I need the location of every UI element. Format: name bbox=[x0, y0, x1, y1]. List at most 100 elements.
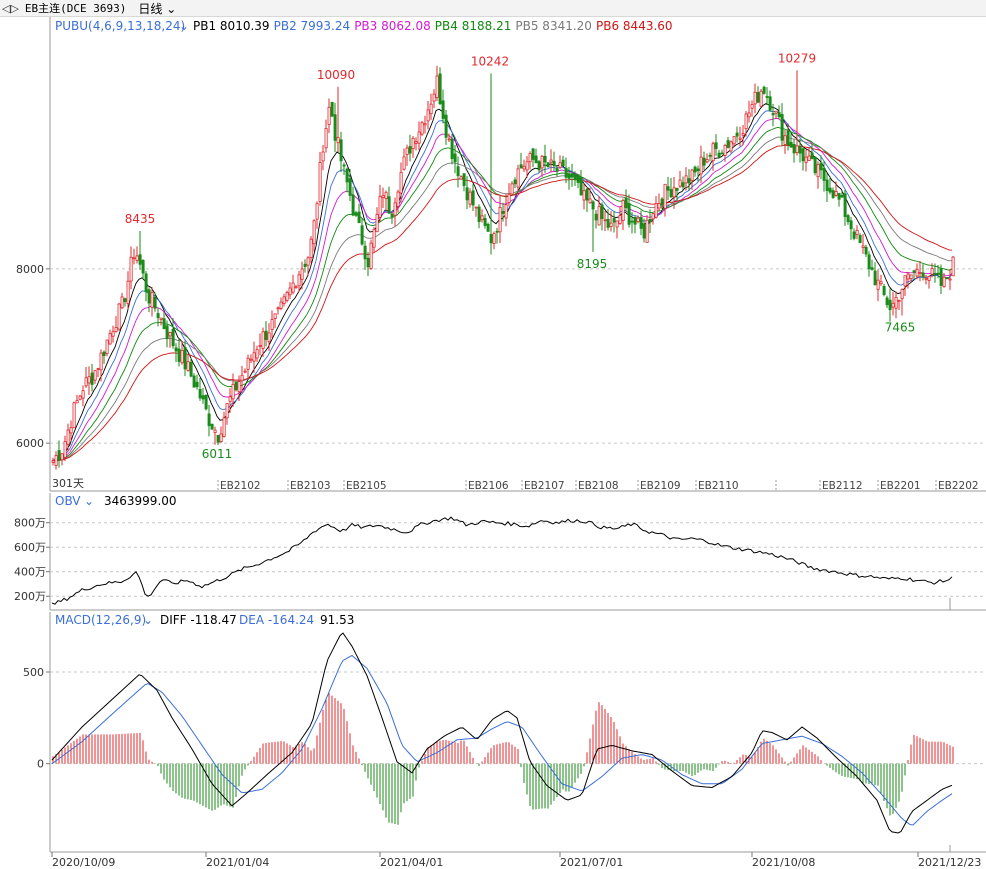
candle-body bbox=[330, 101, 334, 117]
candle-body bbox=[492, 233, 496, 244]
candle-body bbox=[882, 286, 886, 295]
candle-body bbox=[651, 213, 655, 220]
candle-body bbox=[645, 219, 649, 243]
obv-y-axis: 800万 600万 400万 200万 bbox=[14, 517, 50, 603]
candle-body bbox=[669, 189, 673, 198]
macd-histogram bbox=[52, 693, 954, 825]
candle-body bbox=[423, 123, 427, 126]
candle-body bbox=[240, 374, 244, 382]
candle-body bbox=[147, 289, 151, 304]
candle-body bbox=[828, 187, 832, 193]
candle-body bbox=[138, 254, 142, 265]
candle-body bbox=[333, 114, 337, 141]
candle-body bbox=[498, 207, 502, 233]
candle-body bbox=[375, 214, 379, 233]
panel-frames bbox=[49, 17, 986, 853]
candle-body bbox=[618, 215, 622, 224]
macd-y-axis: 500 0 bbox=[23, 666, 50, 771]
candle-body bbox=[387, 196, 391, 214]
candle-body bbox=[606, 219, 610, 228]
ma-line-pb6 bbox=[51, 144, 953, 462]
candle-body bbox=[678, 179, 682, 187]
candle-body bbox=[690, 169, 694, 181]
candle-body bbox=[906, 273, 910, 280]
period-selector[interactable]: 日线 ⌄ bbox=[138, 0, 176, 17]
candle-body bbox=[636, 217, 640, 223]
candle-body bbox=[285, 292, 289, 301]
candle-body bbox=[810, 152, 814, 160]
candle-body bbox=[633, 216, 637, 225]
macd-dea-value: DEA -164.24 bbox=[239, 613, 314, 627]
candle-body bbox=[705, 159, 709, 163]
candle-body bbox=[795, 145, 799, 153]
candle-body bbox=[471, 190, 475, 206]
candle-body bbox=[264, 330, 268, 340]
y-tick-label: 8000 bbox=[16, 263, 44, 276]
candle-body bbox=[165, 325, 169, 340]
candle-body bbox=[162, 318, 166, 330]
legend-pb3: PB3 8062.08 bbox=[354, 19, 431, 33]
contract-tick-label: EB2202 bbox=[938, 480, 979, 492]
contract-tick-label: EB2105 bbox=[346, 480, 387, 492]
candle-body bbox=[576, 174, 580, 183]
candle-body bbox=[414, 141, 418, 144]
ma-line-pb1 bbox=[51, 102, 953, 462]
candle-body bbox=[504, 204, 508, 219]
candle-body bbox=[876, 279, 880, 290]
high-annotation: 10090 bbox=[317, 68, 355, 82]
candle-body bbox=[714, 142, 718, 150]
candle-body bbox=[879, 281, 883, 285]
date-tick-label: 2021/04/01 bbox=[380, 856, 443, 869]
candle-body bbox=[861, 245, 865, 248]
candle-body bbox=[345, 168, 349, 183]
obv-value: 3463999.00 bbox=[104, 494, 177, 508]
candle-body bbox=[837, 193, 841, 200]
collapse-arrows-icon[interactable]: ◁▷ bbox=[2, 1, 19, 15]
candle-body bbox=[306, 257, 310, 266]
candle-body bbox=[621, 200, 625, 221]
candle-body bbox=[570, 174, 574, 178]
candle-body bbox=[660, 198, 664, 206]
bars-count-label: 301天 bbox=[52, 477, 84, 490]
candle-body bbox=[567, 173, 571, 179]
candle-body bbox=[111, 331, 115, 337]
candle-body bbox=[528, 153, 532, 163]
candle-body bbox=[909, 274, 913, 280]
y-tick-label: 0 bbox=[37, 758, 44, 771]
chevron-down-icon: ⌄ bbox=[179, 19, 189, 33]
moving-average-lines bbox=[51, 102, 953, 462]
low-annotation: 7465 bbox=[885, 321, 916, 335]
candle-body bbox=[183, 346, 187, 370]
candle-body bbox=[549, 159, 553, 163]
main-grid bbox=[50, 268, 986, 444]
candle-body bbox=[402, 156, 406, 170]
candle-body bbox=[858, 235, 862, 244]
candlesticks bbox=[51, 65, 955, 470]
candle-body bbox=[258, 344, 262, 347]
candle-body bbox=[465, 187, 469, 201]
candle-body bbox=[852, 231, 856, 239]
candle-body bbox=[369, 242, 373, 269]
candle-body bbox=[372, 228, 376, 248]
candle-body bbox=[768, 96, 772, 111]
candle-body bbox=[945, 277, 949, 280]
date-tick-label: 2021/01/04 bbox=[206, 856, 269, 869]
chevron-down-icon: ⌄ bbox=[162, 1, 177, 16]
candle-body bbox=[54, 455, 58, 466]
candle-body bbox=[753, 91, 757, 105]
contract-tick-label: EB2107 bbox=[524, 480, 565, 492]
candle-body bbox=[843, 193, 847, 217]
candle-body bbox=[198, 389, 202, 399]
candle-body bbox=[447, 138, 451, 141]
macd-diff-value: DIFF -118.47 bbox=[160, 613, 237, 627]
candle-body bbox=[615, 220, 619, 228]
candle-body bbox=[699, 156, 703, 175]
candle-body bbox=[522, 165, 526, 170]
candle-body bbox=[177, 348, 181, 362]
candle-body bbox=[762, 86, 766, 94]
macd-title: MACD(12,26,9) bbox=[55, 613, 146, 627]
contract-tick-label: EB2110 bbox=[698, 480, 739, 492]
candle-body bbox=[561, 159, 565, 167]
contract-tick-label: EB2102 bbox=[220, 480, 261, 492]
